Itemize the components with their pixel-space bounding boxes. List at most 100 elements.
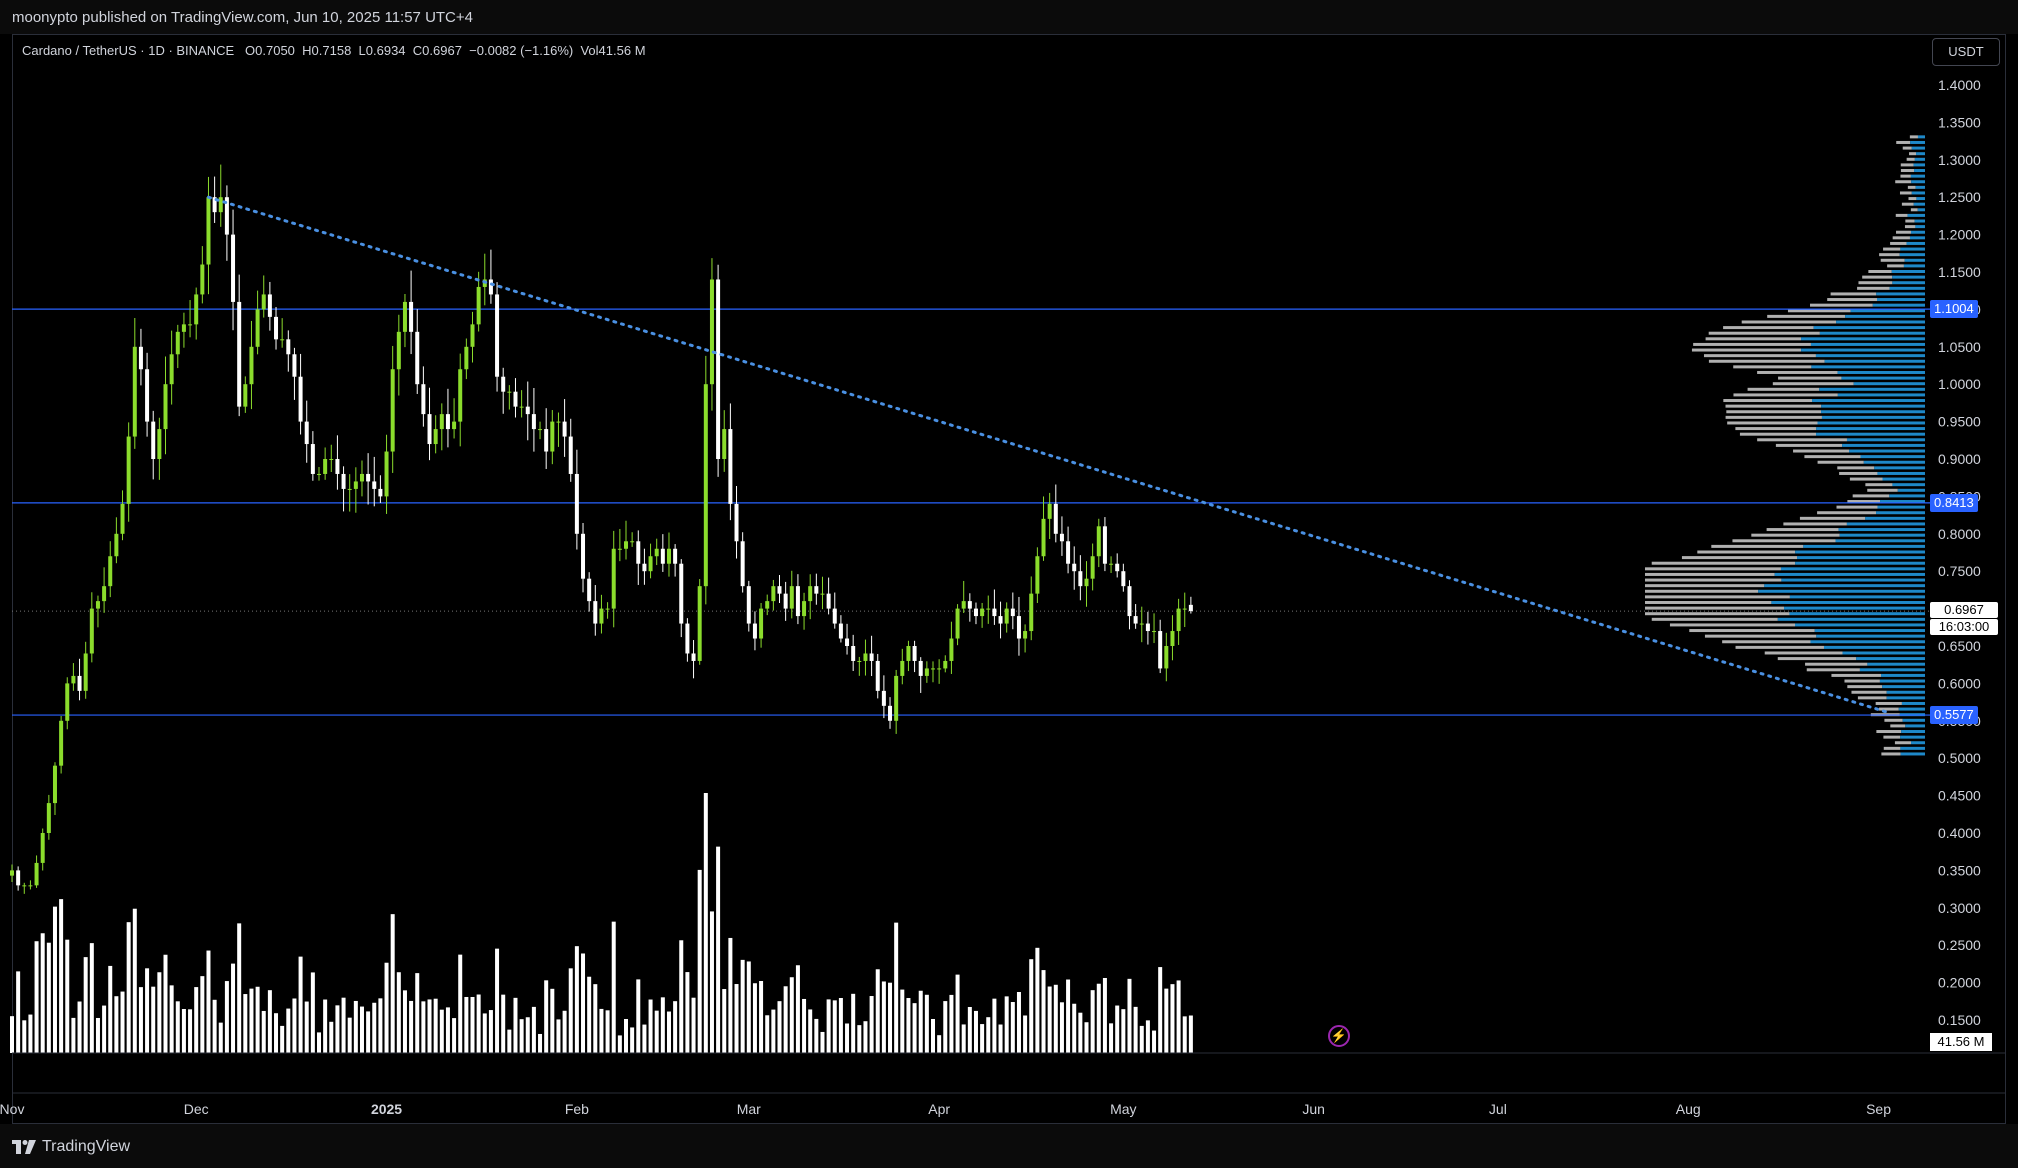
volume-bar — [1078, 1012, 1083, 1053]
candle-body — [992, 608, 997, 617]
candle-body — [378, 488, 383, 497]
candle-body — [108, 556, 113, 587]
symbol-name[interactable]: Cardano / TetherUS · 1D · BINANCE — [22, 43, 235, 58]
lightning-icon[interactable]: ⚡ — [1328, 1025, 1350, 1047]
low-key: L — [358, 43, 366, 58]
candle-body — [980, 608, 985, 617]
volume-bar — [630, 1027, 635, 1053]
volume-bar — [169, 985, 174, 1053]
candle-body — [1053, 503, 1058, 534]
candle — [740, 532, 745, 593]
candle-body — [1158, 631, 1163, 669]
candle-body — [648, 556, 653, 572]
time-tick-label: Apr — [928, 1101, 950, 1117]
candle-body — [851, 646, 856, 661]
candle-body — [550, 421, 555, 452]
candle — [488, 249, 493, 304]
volume-profile-row-down — [1858, 281, 1893, 285]
time-axis[interactable]: Nov Dec 2025 Feb Mar Apr May Jun Jul Aug Sep — [0, 1052, 2006, 1117]
volume-profile-row-up — [1915, 185, 1925, 189]
volume-profile-row-down — [1691, 348, 1802, 352]
candle — [77, 658, 82, 701]
volume-bar — [10, 1016, 14, 1053]
candle — [703, 355, 708, 605]
candle-body — [574, 473, 579, 534]
candle — [421, 366, 426, 427]
volume-profile-row-up — [1882, 685, 1925, 689]
candle — [900, 648, 905, 685]
volume-profile-row-up — [1803, 544, 1925, 548]
price-tick-label: 0.1500 — [1938, 1012, 1981, 1028]
candle-body — [384, 451, 389, 497]
volume-bar — [654, 1010, 659, 1053]
horizontal-levels — [12, 308, 1930, 716]
volume-bar — [231, 963, 236, 1053]
volume-bar — [452, 1018, 457, 1053]
price-axis[interactable]: 1.40001.35001.30001.25001.20001.15001.10… — [1938, 77, 1981, 1028]
volume-bar — [34, 941, 39, 1053]
volume-bar — [869, 996, 874, 1053]
candle — [224, 185, 229, 261]
volume-bar — [777, 1001, 782, 1053]
volume-profile-row-down — [1907, 185, 1916, 189]
volume-profile-row-down — [1905, 219, 1915, 223]
candle — [789, 570, 794, 619]
volume-profile-row-down — [1837, 466, 1875, 470]
candle-body — [372, 481, 377, 489]
volume-profile-row-up — [1837, 370, 1925, 374]
volume-profile-row-up — [1841, 376, 1925, 380]
volume-bar — [1029, 959, 1034, 1053]
volume-bar — [863, 1021, 868, 1053]
candle-body — [998, 616, 1003, 624]
candle — [378, 475, 383, 503]
candle — [46, 794, 51, 840]
candle-body — [636, 541, 641, 564]
candle — [998, 601, 1003, 639]
volume-bar — [1170, 984, 1175, 1053]
volume-bar — [237, 923, 242, 1053]
candle — [138, 328, 143, 386]
volume-bar — [341, 997, 346, 1053]
volume-profile-row-down — [1767, 314, 1846, 318]
volume-bar — [255, 986, 260, 1053]
volume-profile-row-down — [1810, 303, 1873, 307]
volume-bar — [120, 991, 125, 1053]
candle-body — [243, 384, 248, 407]
price-tick-label: 0.9500 — [1938, 414, 1981, 430]
volume-bar — [703, 793, 708, 1053]
volume-profile-row-up — [1897, 488, 1925, 492]
volume-bar — [415, 973, 420, 1053]
tradingview-logo-icon — [12, 1140, 36, 1154]
volume-bar — [1041, 970, 1046, 1053]
volume-bar — [642, 1024, 647, 1053]
volume-bar — [59, 899, 64, 1053]
volume-bar — [1016, 991, 1021, 1053]
volume-profile-row-up — [1780, 567, 1925, 571]
candle-body — [1164, 646, 1169, 669]
candle-body — [1170, 631, 1175, 646]
candle-body — [795, 586, 800, 617]
time-tick-label: Dec — [184, 1101, 209, 1117]
candle-body — [924, 668, 929, 676]
candle-body — [1078, 571, 1083, 587]
candle-body — [304, 421, 309, 445]
tradingview-brand[interactable]: TradingView — [12, 1138, 130, 1156]
price-tick-label: 0.2500 — [1938, 937, 1981, 953]
volume-profile-row-up — [1898, 707, 1925, 711]
candle — [949, 621, 954, 674]
currency-button[interactable]: USDT — [1932, 38, 2000, 66]
trendline[interactable] — [206, 195, 1893, 715]
volume-profile-row-down — [1908, 197, 1917, 201]
volume-profile-row-down — [1875, 701, 1902, 705]
candle — [1158, 619, 1163, 674]
volume-profile-row-down — [1708, 359, 1825, 363]
candle-body — [206, 197, 211, 265]
time-tick-label: Mar — [737, 1101, 761, 1117]
volume-bar — [838, 998, 843, 1053]
candle — [531, 387, 536, 452]
volume-profile-row-up — [1836, 320, 1925, 324]
volume-bar — [783, 986, 788, 1053]
volume-bar — [1127, 978, 1132, 1053]
candle-body — [181, 324, 186, 332]
